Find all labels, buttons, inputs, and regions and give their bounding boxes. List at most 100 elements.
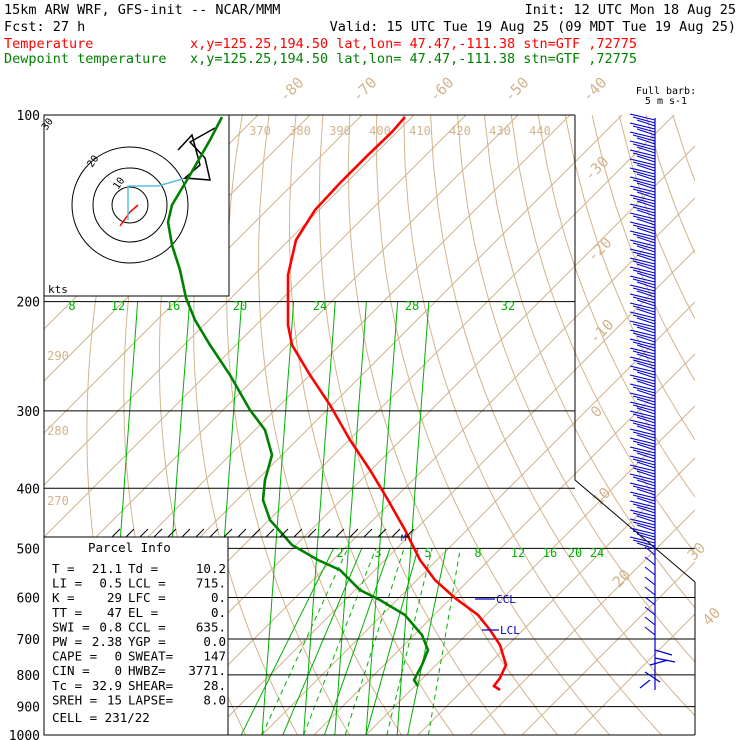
hatch-mark xyxy=(111,528,121,538)
parcel-cell-text: 0. xyxy=(211,605,226,620)
hodo-trace-top xyxy=(177,127,216,181)
dry-adiabat xyxy=(430,115,695,717)
wind-barb xyxy=(629,239,656,253)
hatch-mark xyxy=(279,528,289,538)
isotherm-line xyxy=(469,509,695,735)
ccl-label: CCL xyxy=(496,593,516,606)
theta-label: 270 xyxy=(47,494,69,508)
hatch-mark xyxy=(405,528,415,538)
parcel-cell-text: CAPE = xyxy=(52,649,97,664)
parcel-cell-text: SWI = xyxy=(52,619,90,634)
dry-adiabat xyxy=(318,115,506,735)
parcel-info-title: Parcel Info xyxy=(88,540,171,555)
dewpoint-location: x,y=125.25,194.50 lat,lon= 47.47,-111.38… xyxy=(190,51,637,67)
isobar-lines xyxy=(44,114,695,736)
hatch-mark xyxy=(139,528,149,538)
isotherm-line xyxy=(261,301,695,735)
wind-barb xyxy=(629,419,656,433)
header: 15km ARW WRF, GFS-init -- NCAR/MMM Init:… xyxy=(4,2,736,67)
dry-adiabat xyxy=(457,115,695,663)
isotherm-line xyxy=(417,457,695,735)
theta-label: 440 xyxy=(529,124,551,138)
pressure-label-400: 400 xyxy=(17,482,40,497)
init-time: Init: 12 UTC Mon 18 Aug 25 xyxy=(525,2,736,18)
mixing-ratio-label-lower: 8 xyxy=(474,546,481,560)
wind-barb xyxy=(629,536,656,550)
wind-barb xyxy=(629,149,656,163)
hatch-mark xyxy=(195,528,205,538)
wind-barb xyxy=(629,338,656,352)
parcel-cell: CELL = 231/22 xyxy=(52,710,150,725)
parcel-cell-text: 715. xyxy=(196,576,226,591)
wind-barb xyxy=(629,383,656,397)
wind-barb-light xyxy=(644,586,656,596)
parcel-cell-text: Tc = xyxy=(52,678,82,693)
wind-barb xyxy=(629,455,656,469)
dry-adiabat xyxy=(226,115,351,735)
parcel-cell-text: CIN = xyxy=(52,663,90,678)
isotherm-label: -20 xyxy=(584,234,616,266)
parcel-cell-text: Td = xyxy=(128,561,158,576)
mixing-ratio-line xyxy=(344,548,405,735)
wind-barb xyxy=(629,347,656,361)
wind-barb xyxy=(629,365,656,379)
dry-adiabat xyxy=(700,115,740,735)
mixing-ratio-label-upper: 16 xyxy=(166,299,180,313)
hodograph-inset: 10 20 30 kts xyxy=(40,114,230,297)
isotherm-line xyxy=(365,405,695,735)
mixing-ratio-line xyxy=(282,548,363,735)
isotherm-label: 10 xyxy=(589,484,615,510)
wind-barb-light xyxy=(644,616,656,626)
pressure-label-300: 300 xyxy=(17,405,40,420)
mixing-ratio-label-lower: 2 xyxy=(336,546,343,560)
pressure-label-800: 800 xyxy=(17,669,40,684)
wind-barb xyxy=(629,302,656,316)
wind-barb xyxy=(629,176,656,190)
freezing-level-hatch xyxy=(110,528,415,538)
wind-barb xyxy=(629,212,656,226)
dry-adiabat xyxy=(645,115,695,255)
wind-barb-light xyxy=(644,556,656,566)
parcel-cell-text: K = xyxy=(52,590,75,605)
parcel-cell-text: SREH = xyxy=(52,692,97,707)
parcel-cell-text: YGP = xyxy=(128,634,166,649)
wind-barb xyxy=(629,203,656,217)
pressure-label-600: 600 xyxy=(17,591,40,606)
parcel-cell-text: 8.0 xyxy=(203,692,226,707)
isotherm-label: -60 xyxy=(426,74,458,106)
mixing-ratio-label-upper: 28 xyxy=(405,299,419,313)
parcel-cell-text: PW = xyxy=(52,634,82,649)
wind-barb xyxy=(629,329,656,343)
lcl-label: LCL xyxy=(500,624,520,637)
wind-barb xyxy=(629,122,656,136)
hodo-trace-upper xyxy=(127,177,187,220)
parcel-cell-text: TT = xyxy=(52,605,82,620)
mixing-ratio-line xyxy=(261,548,349,735)
parcel-cell-text: 0 xyxy=(114,663,122,678)
isotherm-label: 20 xyxy=(609,566,635,592)
wind-barb xyxy=(629,401,656,415)
hatch-mark xyxy=(363,528,373,538)
wind-barb xyxy=(629,320,656,334)
wind-barb xyxy=(629,311,656,325)
pressure-label-1000: 1000 xyxy=(9,729,40,740)
hatch-mark xyxy=(349,528,359,538)
dry-adiabat xyxy=(347,115,558,735)
wind-barb xyxy=(629,257,656,271)
hodo-units: kts xyxy=(48,283,68,296)
isotherm-line xyxy=(573,613,695,735)
moist-adiabat xyxy=(396,301,430,735)
wind-barb xyxy=(629,113,656,127)
pressure-axis: 100 200 300 400 500 600 700 800 900 1000 xyxy=(9,109,40,740)
wind-barb xyxy=(629,500,656,514)
dry-adiabat xyxy=(403,115,662,735)
wind-barb xyxy=(629,374,656,388)
hatch-mark xyxy=(153,528,163,538)
parcel-cell-text: 2.38 xyxy=(92,634,122,649)
parcel-info-panel: Parcel Info T = 21.1 Td = 10.2 LI = 0.5 LCL = 7… xyxy=(43,536,229,736)
theta-labels: 370 380 390 400 410 420 430 440 290 280 270 xyxy=(47,124,551,508)
parcel-cell-text: 29 xyxy=(107,590,122,605)
mixing-ratio-line xyxy=(365,548,419,735)
wind-barb xyxy=(629,356,656,370)
